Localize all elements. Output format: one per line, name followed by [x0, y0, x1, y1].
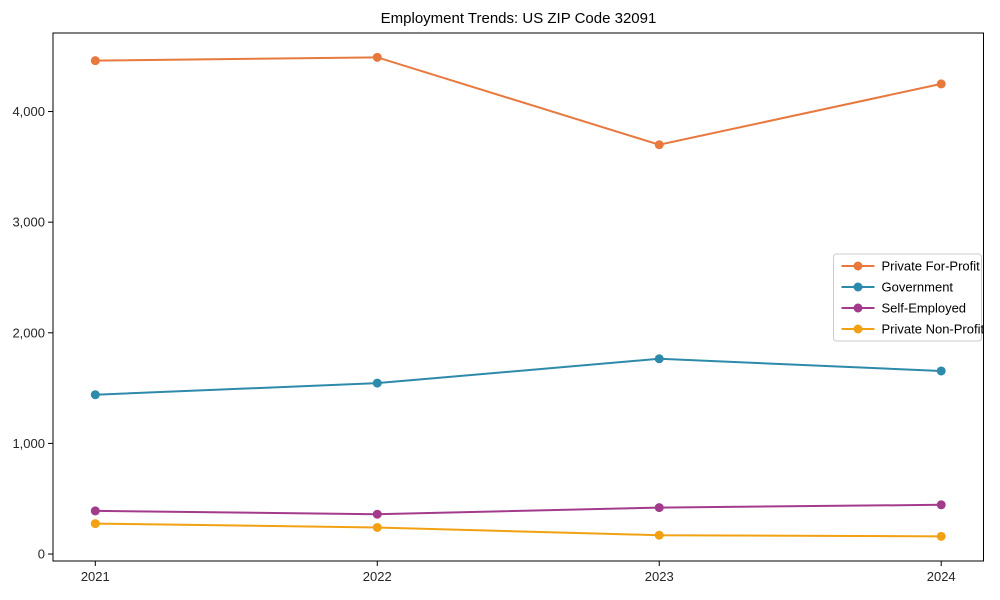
- x-tick-label: 2023: [645, 569, 674, 584]
- plot-area-border: [52, 32, 984, 562]
- data-point-marker: [654, 354, 664, 364]
- legend-item: Private Non-Profit: [841, 322, 985, 337]
- legend-item: Private For-Profit: [841, 259, 981, 274]
- series-line-government: [94, 357, 943, 396]
- data-point-marker: [654, 530, 664, 540]
- legend-label: Private Non-Profit: [882, 322, 985, 337]
- data-point-marker: [936, 366, 946, 376]
- legend-label: Self-Employed: [882, 301, 967, 316]
- legend-box: [833, 253, 982, 342]
- y-tick-label: 2,000: [12, 325, 45, 340]
- x-tick-label: 2024: [927, 569, 956, 584]
- y-tick-label: 4,000: [12, 104, 45, 119]
- legend-label: Private For-Profit: [882, 259, 981, 274]
- legend-marker: [853, 261, 863, 271]
- legend-label: Government: [882, 280, 954, 295]
- series-line-private-for-profit: [94, 56, 943, 146]
- data-point-marker: [654, 503, 664, 513]
- data-point-marker: [90, 506, 100, 516]
- y-tick-label: 3,000: [12, 215, 45, 230]
- data-point-marker: [936, 531, 946, 541]
- data-point-marker: [936, 500, 946, 510]
- data-point-marker: [936, 79, 946, 89]
- data-point-marker: [90, 519, 100, 529]
- y-tick-label: 1,000: [12, 436, 45, 451]
- data-point-marker: [654, 140, 664, 150]
- legend-item: Self-Employed: [841, 301, 967, 316]
- data-point-marker: [372, 522, 382, 532]
- chart-title: Employment Trends: US ZIP Code 32091: [380, 10, 657, 27]
- data-point-marker: [90, 390, 100, 400]
- x-tick-label: 2022: [363, 569, 392, 584]
- data-point-marker: [372, 378, 382, 388]
- legend: Private For-Profit Government Self-Employe…: [833, 253, 985, 342]
- legend-marker: [853, 303, 863, 313]
- legend-marker: [853, 324, 863, 334]
- data-point-marker: [372, 52, 382, 62]
- legend-marker: [853, 282, 863, 292]
- series-line-private-non-profit: [94, 522, 943, 538]
- legend-item: Government: [841, 280, 954, 295]
- data-point-marker: [372, 509, 382, 519]
- y-tick-label: 0: [38, 547, 45, 562]
- series-line-self-employed: [94, 503, 943, 516]
- data-point-marker: [90, 56, 100, 66]
- x-tick-label: 2021: [81, 569, 110, 584]
